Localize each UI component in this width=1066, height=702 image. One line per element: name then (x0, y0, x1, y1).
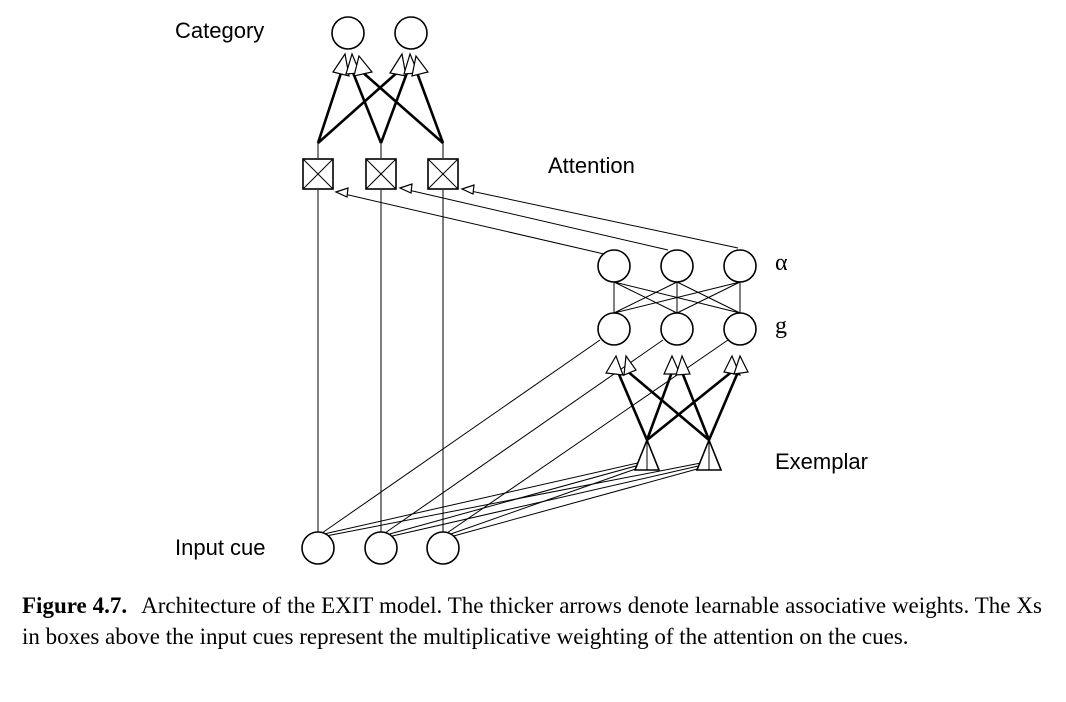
g-node (660, 312, 694, 346)
attention-label: Attention (548, 153, 635, 178)
exemplar-to-g-arrows (605, 354, 749, 442)
attention-gates (302, 158, 459, 190)
exemplar-label: Exemplar (775, 449, 868, 474)
alpha-node (723, 249, 757, 283)
attention-gate (365, 158, 397, 190)
input-to-exemplar-lines (323, 461, 709, 538)
category-nodes (331, 16, 428, 50)
g-node (597, 312, 631, 346)
g-label: g (775, 313, 787, 339)
alpha-nodes (597, 249, 757, 283)
attention-gate (427, 158, 459, 190)
g-nodes (597, 312, 757, 346)
alpha-node (660, 249, 694, 283)
caption-text: Architecture of the EXIT model. The thic… (22, 593, 1042, 649)
input-cue-node (426, 531, 460, 565)
alpha-label: α (775, 250, 788, 276)
attention-gate (302, 158, 334, 190)
attention-to-category-arrows (316, 52, 445, 158)
category-label: Category (175, 18, 264, 43)
input-cue-node (364, 531, 398, 565)
input-cue-nodes (301, 531, 460, 565)
category-node (394, 16, 428, 50)
alpha-to-attention-arrows (334, 183, 739, 255)
alpha-node (597, 249, 631, 283)
exit-model-diagram: Category Attention α g Exemplar Input cu… (175, 16, 868, 565)
exemplar-nodes (633, 437, 723, 471)
g-node (723, 312, 757, 346)
figure-number: Figure 4.7. (22, 593, 128, 618)
input-cue-node (301, 531, 335, 565)
input-to-attention-lines (317, 190, 444, 533)
category-node (331, 16, 365, 50)
figure-caption: Figure 4.7. Architecture of the EXIT mode… (22, 590, 1042, 652)
g-to-alpha-lines (613, 281, 741, 314)
input-cue-label: Input cue (175, 535, 266, 560)
